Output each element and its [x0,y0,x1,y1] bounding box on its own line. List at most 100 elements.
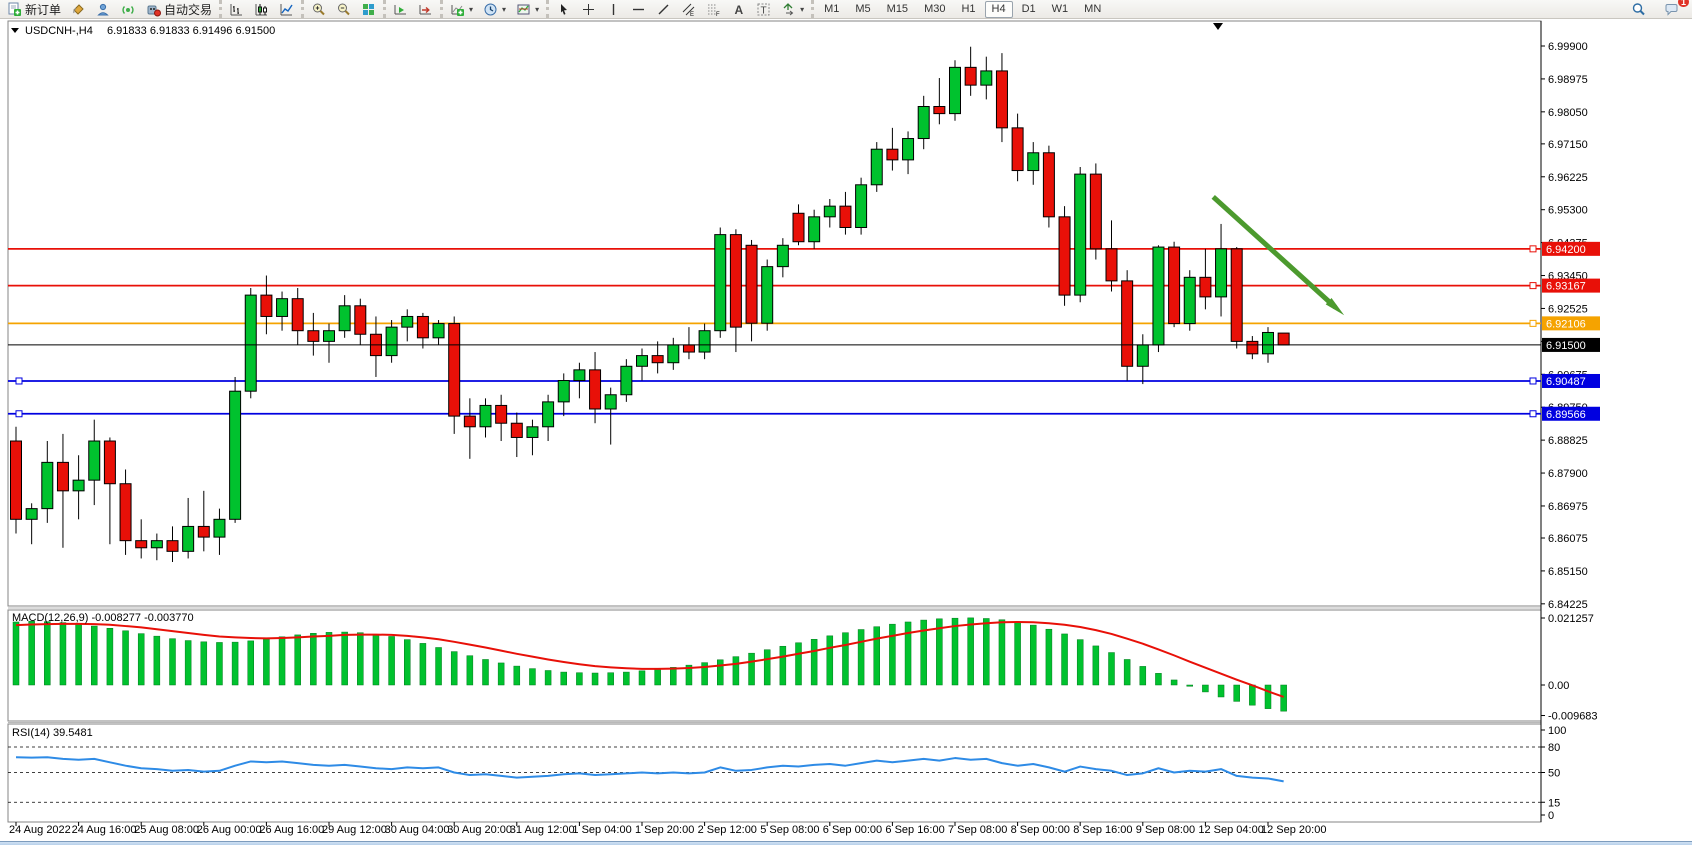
candle [902,138,915,161]
auto-scroll-button[interactable] [388,0,413,18]
crosshair-button[interactable] [576,0,601,18]
line-handle[interactable] [1529,410,1537,418]
candle [41,461,54,510]
text-button[interactable]: A [726,0,751,18]
profiles-button[interactable] [91,0,116,18]
macd-axis-tick-label: 0.021257 [1548,613,1594,625]
macd-histogram-bar [967,617,974,686]
chevron-down-icon[interactable]: ▾ [502,4,507,14]
macd-axis-tick-label: -0.009683 [1548,711,1598,723]
macd-histogram-bar [685,664,693,686]
timeframe-m1-button[interactable]: M1 [824,2,840,15]
timeframe-m30-button[interactable]: M30 [924,2,946,15]
zoom-in-button[interactable] [306,0,331,18]
cursor-icon [556,2,571,17]
candle [197,525,210,538]
candle [135,540,148,549]
zoom-in-icon [311,2,326,17]
zoom-out-button[interactable] [331,0,356,18]
toolbar-group-scroll [383,0,440,18]
candle [182,525,195,552]
price-chart[interactable]: 6.99900 6.98975 6.98050 6.97150 6.96225 6.953… [0,19,1692,841]
candle [150,540,163,549]
equidistant-channel-button[interactable]: E [676,0,701,18]
time-axis-label: 29 Aug 12:00 [322,824,387,836]
macd-histogram-bar [560,671,567,686]
trendline-button[interactable] [651,0,676,18]
macd-histogram-bar [435,647,442,686]
macd-histogram-bar [983,618,990,686]
timeframe-m15-button[interactable]: M15 [886,2,909,15]
rsi-indicator-label: RSI(14) 39.5481 [12,727,93,739]
arrows-button[interactable]: ▾ [776,0,809,18]
indicators-button[interactable]: ▾ [445,0,478,18]
price-axis-tick-label: 6.98050 [1548,107,1588,119]
signals-button[interactable] [116,0,141,18]
horizontal-line-button[interactable] [626,0,651,18]
chart-shift-button[interactable] [413,0,438,18]
macd-histogram-bar [1280,684,1287,712]
candle [542,401,555,428]
trend-arrow-annotation[interactable] [1211,195,1337,310]
candle [260,294,273,317]
timeframe-m5-button[interactable]: M5 [855,2,871,15]
tile-windows-button[interactable] [356,0,381,18]
price-axis-tick-label: 6.97150 [1548,139,1588,151]
vertical-line-button[interactable] [601,0,626,18]
chart-title-dropdown-icon[interactable] [11,28,19,33]
timeframe-d1-button[interactable]: D1 [1021,2,1036,15]
line-handle[interactable] [1529,377,1537,385]
chevron-down-icon[interactable]: ▾ [469,4,474,14]
autotrading-button[interactable]: 自动交易 [141,0,217,18]
time-axis-label: 6 Sep 00:00 [823,824,882,836]
crosshair-icon [581,2,596,17]
line-handle[interactable] [1529,282,1537,290]
timeframe-mn-button[interactable]: MN [1084,2,1102,15]
styles-button[interactable] [66,0,91,18]
line-handle[interactable] [1529,319,1537,327]
macd-histogram-bar [263,638,270,686]
periods-button[interactable]: ▾ [478,0,511,18]
candle [1042,152,1055,218]
chevron-down-icon[interactable]: ▾ [535,4,540,14]
line-handle[interactable] [15,377,23,385]
macd-histogram-bar [497,662,505,686]
macd-histogram-bar [513,665,521,686]
timeframe-h4-button[interactable]: H4 [984,0,1013,18]
line-handle[interactable] [15,410,23,418]
macd-histogram-bar [998,619,1006,686]
candle [244,294,257,392]
fibonacci-button[interactable]: F [701,0,726,18]
rsi-pane[interactable] [7,723,1542,823]
candle [870,148,883,186]
chat-button[interactable]: 1 [1659,0,1689,18]
search-button[interactable] [1626,0,1651,18]
bar-chart-button[interactable] [224,0,249,18]
candlestick-button[interactable] [249,0,274,18]
candle [651,355,664,364]
candle [479,404,492,428]
timeframe-w1-button[interactable]: W1 [1051,2,1069,15]
time-axis-label: 7 Sep 08:00 [948,824,1007,836]
macd-histogram-bar [810,639,818,686]
macd-histogram-bar [638,670,646,686]
line-chart-button[interactable] [274,0,299,18]
chart-window[interactable]: 6.99900 6.98975 6.98050 6.97150 6.96225 6.953… [0,19,1692,841]
svg-text:F: F [716,12,720,17]
macd-histogram-bar [544,670,552,686]
candle [667,344,680,364]
macd-histogram-bar [294,634,301,686]
text-label-button[interactable]: T [751,0,776,18]
chevron-down-icon[interactable]: ▾ [800,4,805,14]
macd-histogram-bar [529,668,536,686]
arrow-head [1325,297,1345,316]
templates-button[interactable]: ▾ [511,0,544,18]
arrows-icon [781,2,796,17]
cursor-button[interactable] [551,0,576,18]
timeframe-h1-button[interactable]: H1 [961,2,976,15]
chart-shift-marker[interactable] [1213,23,1223,30]
new-order-button[interactable]: 新订单 [2,0,66,18]
new-order-button-label: 新订单 [25,2,62,17]
line-handle[interactable] [1529,245,1537,253]
time-axis-label: 26 Aug 00:00 [197,824,262,836]
